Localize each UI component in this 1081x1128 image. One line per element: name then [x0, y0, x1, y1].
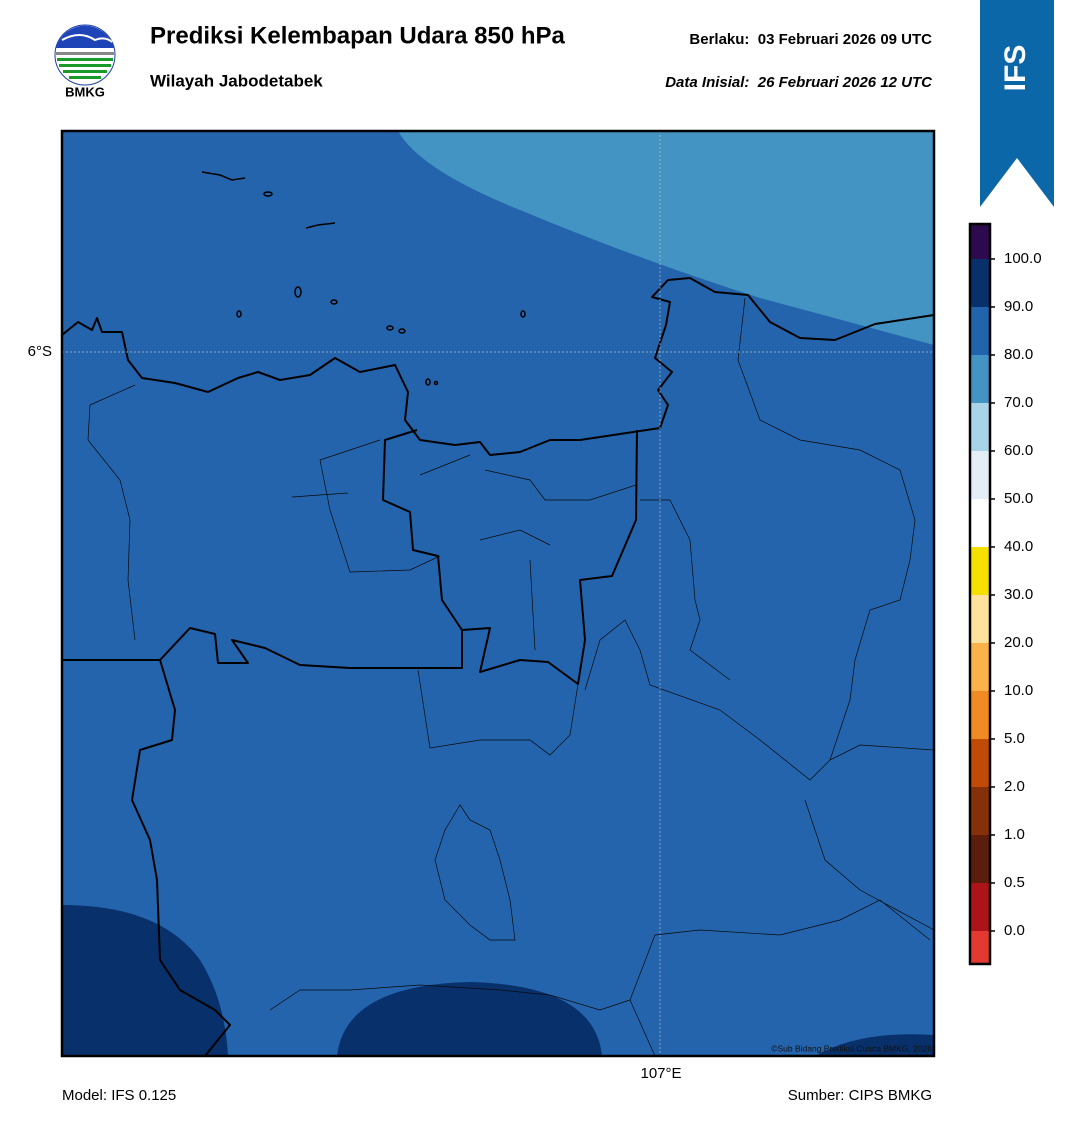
colorbar-segment — [970, 547, 990, 595]
valid-time: Berlaku: 03 Februari 2026 09 UTC — [689, 31, 932, 48]
logo: BMKG — [54, 24, 116, 99]
colorbar-tick-label: 30.0 — [1004, 586, 1033, 603]
colorbar-frame — [968, 222, 992, 966]
colorbar-tick-label: 70.0 — [1004, 394, 1033, 411]
colorbar-segment — [970, 355, 990, 403]
colorbar-tick-label: 0.5 — [1004, 874, 1025, 891]
colorbar-tick-label: 20.0 — [1004, 634, 1033, 651]
subtitle: Wilayah Jabodetabek — [150, 71, 323, 90]
badge-text: IFS — [999, 45, 1032, 92]
colorbar-segment — [970, 259, 990, 307]
colorbar-tick-label: 100.0 — [1004, 250, 1042, 267]
colorbar-segment — [970, 691, 990, 739]
colorbar-segment — [970, 931, 990, 964]
footer-model: Model: IFS 0.125 — [62, 1087, 176, 1104]
colorbar-tick-label: 0.0 — [1004, 922, 1025, 939]
colorbar-tick-label: 5.0 — [1004, 730, 1025, 747]
colorbar-segment — [970, 224, 990, 259]
colorbar: 0.0 0.5 1.0 2.0 5.0 10.0 20.0 30.0 40.0 50.0 60.0 7… — [968, 222, 1042, 966]
lon-label: 107°E — [640, 1065, 681, 1082]
title: Prediksi Kelembapan Udara 850 hPa — [150, 22, 566, 49]
colorbar-tick-label: 60.0 — [1004, 442, 1033, 459]
badge: IFS — [980, 0, 1054, 207]
colorbar-segment — [970, 883, 990, 931]
colorbar-segment — [970, 739, 990, 787]
colorbar-tick-label: 40.0 — [1004, 538, 1033, 555]
colorbar-segment — [970, 403, 990, 451]
colorbar-segment — [970, 787, 990, 835]
footer-source: Sumber: CIPS BMKG — [788, 1087, 932, 1104]
colorbar-tick-label: 2.0 — [1004, 778, 1025, 795]
colorbar-segment — [970, 499, 990, 547]
logo-text: BMKG — [65, 84, 105, 99]
colorbar-tick-label: 80.0 — [1004, 346, 1033, 363]
colorbar-tick-label: 10.0 — [1004, 682, 1033, 699]
colorbar-tick-label: 50.0 — [1004, 490, 1033, 507]
colorbar-segment — [970, 307, 990, 355]
colorbar-segment — [970, 451, 990, 499]
lat-label: 6°S — [28, 343, 52, 360]
init-time: Data Inisial: 26 Februari 2026 12 UTC — [665, 74, 933, 91]
colorbar-tick-label: 1.0 — [1004, 826, 1025, 843]
credit: ©Sub Bidang Prediksi Cuaca BMKG, 2026 — [771, 1043, 932, 1053]
colorbar-segment — [970, 595, 990, 643]
map: ©Sub Bidang Prediksi Cuaca BMKG, 2026 — [62, 131, 934, 1056]
colorbar-segment — [970, 835, 990, 883]
colorbar-tick-label: 90.0 — [1004, 298, 1033, 315]
map-frame — [60, 129, 936, 1058]
colorbar-segment — [970, 643, 990, 691]
